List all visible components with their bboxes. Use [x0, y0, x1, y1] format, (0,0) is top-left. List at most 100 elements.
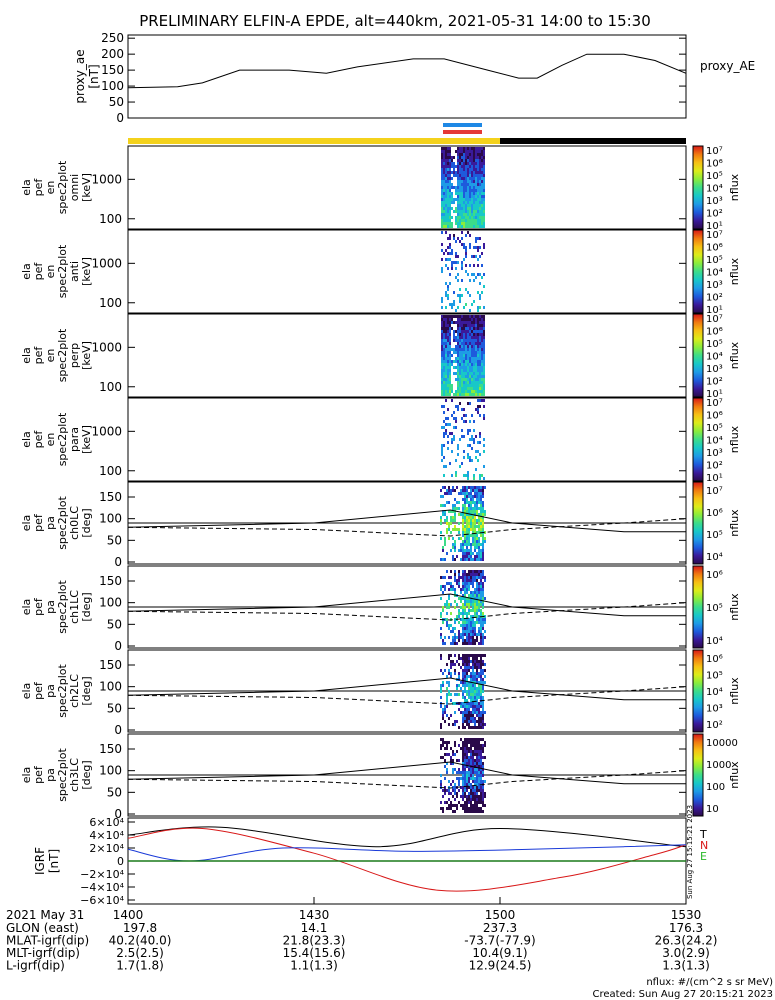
spectrogram-cell	[478, 615, 480, 618]
spectrogram-cell	[470, 702, 472, 705]
spectrogram-cell	[482, 495, 484, 498]
spectrogram-cell	[480, 576, 482, 579]
spectrogram-cell	[464, 606, 466, 609]
spectrogram-cell	[469, 327, 471, 330]
spectrogram-cell	[474, 600, 476, 603]
spectrogram-cell	[474, 801, 476, 804]
spectrogram-cell	[458, 582, 460, 585]
spectrogram-cell	[455, 345, 457, 348]
spectrogram-cell	[462, 558, 464, 561]
spectrogram-cell	[481, 345, 483, 348]
spectrogram-cell	[461, 384, 463, 387]
spectrogram-cell	[443, 327, 445, 330]
spectrogram-cell	[482, 723, 484, 726]
spectrogram-cell	[457, 372, 459, 375]
spectrogram-cell	[457, 342, 459, 345]
spectrogram-cell	[480, 555, 482, 558]
spectrogram-cell	[442, 789, 444, 792]
spectrogram-cell	[476, 615, 478, 618]
energy-ylabel: pef	[32, 262, 45, 281]
spectrogram-cell	[457, 204, 459, 207]
spectrogram-cell	[459, 438, 461, 441]
spectrogram-cell	[470, 759, 472, 762]
spectrogram-cell	[445, 177, 447, 180]
spectrogram-cell	[461, 366, 463, 369]
spectrogram-cell	[443, 150, 445, 153]
spectrogram-cell	[467, 327, 469, 330]
spectrogram-cell	[468, 687, 470, 690]
spectrogram-cell	[480, 786, 482, 789]
spectrogram-cell	[450, 549, 452, 552]
spectrogram-cell	[448, 492, 450, 495]
spectrogram-cell	[476, 507, 478, 510]
spectrogram-cell	[466, 765, 468, 768]
spectrogram-cell	[451, 171, 453, 174]
spectrogram-cell	[464, 540, 466, 543]
spectrogram-cell	[451, 360, 453, 363]
spectrogram-cell	[466, 549, 468, 552]
spectrogram-cell	[443, 426, 445, 429]
spectrogram-cell	[450, 642, 452, 645]
spectrogram-cell	[472, 741, 474, 744]
spectrogram-cell	[455, 210, 457, 213]
spectrogram-cell	[483, 477, 485, 480]
spectrogram-cell	[450, 801, 452, 804]
spectrogram-cell	[473, 177, 475, 180]
spectrogram-cell	[467, 204, 469, 207]
spectrogram-cell	[481, 171, 483, 174]
spectrogram-cell	[446, 771, 448, 774]
spectrogram-cell	[467, 159, 469, 162]
spectrogram-cell	[473, 273, 475, 276]
spectrogram-cell	[476, 771, 478, 774]
spectrogram-cell	[446, 600, 448, 603]
spectrogram-cell	[462, 762, 464, 765]
spectrogram-cell	[484, 537, 486, 540]
spectrogram-cell	[472, 777, 474, 780]
spectrogram-cell	[478, 501, 480, 504]
spectrogram-cell	[457, 213, 459, 216]
spectrogram-cell	[457, 237, 459, 240]
spectrogram-cell	[457, 162, 459, 165]
spectrogram-cell	[462, 783, 464, 786]
spectrogram-cell	[475, 330, 477, 333]
spectrogram-cell	[469, 378, 471, 381]
spectrogram-cell	[476, 639, 478, 642]
spectrogram-cell	[443, 342, 445, 345]
spectrogram-cell	[464, 657, 466, 660]
spectrogram-cell	[474, 654, 476, 657]
spectrogram-cell	[445, 264, 447, 267]
spectrogram-cell	[449, 174, 451, 177]
spectrogram-cell	[480, 504, 482, 507]
spectrogram-cell	[468, 495, 470, 498]
spectrogram-cell	[464, 609, 466, 612]
spectrogram-cell	[472, 576, 474, 579]
pitch-ytick-label: 100	[99, 764, 122, 778]
spectrogram-cell	[441, 270, 443, 273]
spectrogram-cell	[479, 360, 481, 363]
spectrogram-cell	[457, 279, 459, 282]
spectrogram-cell	[480, 507, 482, 510]
spectrogram-cell	[466, 603, 468, 606]
spectrogram-cell	[458, 654, 460, 657]
spectrogram-cell	[468, 528, 470, 531]
colorbar-tick-label: 10⁴	[706, 636, 723, 647]
colorbar-tick-label: 10⁶	[706, 159, 723, 170]
spectrogram-cell	[478, 714, 480, 717]
spectrogram-cell	[465, 378, 467, 381]
spectrogram-cell	[448, 741, 450, 744]
spectrogram-cell	[473, 174, 475, 177]
spectrogram-cell	[466, 540, 468, 543]
pitch-ylabel: ela	[20, 683, 33, 700]
spectrogram-cell	[481, 354, 483, 357]
spectrogram-cell	[471, 357, 473, 360]
spectrogram-cell	[441, 405, 443, 408]
spectrogram-cell	[442, 510, 444, 513]
spectrogram-cell	[454, 510, 456, 513]
spectrogram-cell	[448, 690, 450, 693]
spectrogram-cell	[467, 219, 469, 222]
spectrogram-cell	[450, 519, 452, 522]
spectrogram-cell	[466, 678, 468, 681]
spectrogram-cell	[466, 627, 468, 630]
spectrogram-cell	[475, 321, 477, 324]
